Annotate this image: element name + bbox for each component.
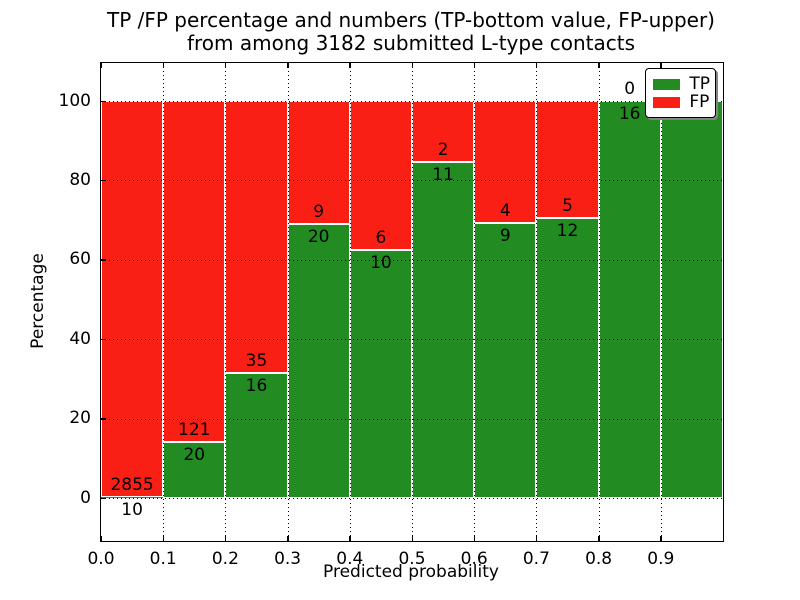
x-tick-label: 0.6: [460, 549, 488, 569]
x-axis-tick-bottom: [349, 536, 351, 541]
x-axis-tick-bottom: [660, 536, 662, 541]
annotation-tp-count: 16: [618, 104, 641, 124]
gridline-vertical: [287, 63, 289, 541]
x-tick-label: 0.2: [211, 549, 239, 569]
x-axis-tick-top: [224, 63, 227, 68]
x-tick-label: 0.7: [522, 549, 550, 569]
chart-title-line2: from among 3182 submitted L-type contact…: [186, 31, 636, 55]
legend-entry-fp: FP: [653, 92, 710, 112]
annotation-tp-count: 9: [499, 226, 511, 247]
annotation-tp-count: 20: [307, 227, 330, 248]
legend-entry-tp: TP: [653, 74, 710, 94]
annotation-tp-count: 10: [121, 499, 143, 520]
gridline-vertical: [412, 63, 413, 541]
x-axis-tick-top: [162, 63, 165, 68]
annotation-fp-count: 2: [437, 140, 449, 161]
x-axis-tick-top: [535, 63, 538, 68]
x-axis-tick-bottom: [224, 536, 227, 541]
x-axis-tick-top: [411, 63, 413, 68]
x-axis-tick-bottom: [473, 536, 476, 541]
y-tick-label: 100: [58, 90, 91, 111]
annotation-fp-count: 0: [624, 79, 636, 99]
x-axis-tick-top: [598, 63, 600, 68]
y-tick-label: 40: [69, 328, 91, 349]
bar-segment-tp: [349, 249, 412, 498]
y-axis-tick: [101, 338, 106, 341]
y-axis-tick: [101, 418, 106, 420]
x-axis-tick-top: [287, 63, 289, 68]
annotation-fp-count: 35: [245, 351, 268, 372]
x-tick-label: 0.8: [585, 549, 613, 569]
annotation-fp-count: 4: [499, 201, 511, 222]
annotation-fp-count: 5: [562, 195, 573, 216]
x-tick-label: 0.5: [398, 549, 426, 569]
x-axis-tick-top: [100, 63, 102, 68]
y-tick-label: 60: [69, 249, 91, 270]
x-axis-tick-bottom: [535, 536, 538, 541]
x-tick-label: 0.3: [274, 549, 302, 569]
bar-segment-fp: [225, 101, 288, 374]
y-axis-tick: [101, 100, 106, 102]
legend-label-tp: TP: [689, 74, 710, 94]
x-axis-tick-bottom: [287, 536, 289, 541]
annotation-tp-count: 16: [245, 376, 268, 397]
y-tick-label: 80: [69, 169, 91, 190]
bar-segment-tp: [474, 223, 537, 498]
annotation-tp-count: 20: [183, 444, 206, 465]
x-axis-tick-top: [473, 63, 476, 68]
gridline-vertical: [163, 63, 165, 541]
x-axis-tick-bottom: [100, 536, 102, 541]
gridline-vertical: [598, 63, 600, 541]
bar-segment-fp: [163, 101, 226, 442]
gridline-vertical: [225, 63, 227, 541]
legend-swatch-tp-icon: [653, 78, 681, 90]
x-tick-label: 0.4: [336, 549, 364, 569]
x-axis-tick-bottom: [162, 536, 165, 541]
y-tick-label: 0: [80, 487, 91, 508]
chart-title-line1: TP /FP percentage and numbers (TP-bottom…: [107, 8, 715, 32]
annotation-tp-count: 12: [556, 220, 579, 241]
x-axis-tick-bottom: [598, 536, 600, 541]
bar-segment-tp: [660, 101, 723, 498]
chart-title: TP /FP percentage and numbers (TP-bottom…: [100, 9, 722, 55]
bar-segment-tp: [225, 373, 288, 498]
legend-label-fp: FP: [689, 92, 710, 112]
y-axis-tick: [101, 497, 106, 499]
gridline-vertical: [536, 63, 538, 541]
x-tick-label: 0.1: [149, 549, 177, 569]
annotation-tp-count: 11: [432, 165, 454, 186]
bar-segment-tp: [287, 224, 350, 498]
y-axis-tick: [101, 259, 106, 261]
annotation-fp-count: 9: [313, 202, 325, 223]
x-axis-tick-bottom: [411, 536, 413, 541]
bar-segment-tp: [101, 496, 164, 498]
bar-segment-fp: [287, 101, 350, 225]
annotation-fp-count: 121: [178, 419, 211, 440]
bar-segment-fp: [101, 101, 164, 497]
annotation-tp-count: 10: [370, 252, 392, 273]
gridline-vertical: [349, 63, 351, 541]
x-axis-tick-top: [349, 63, 351, 68]
bar-segment-tp: [412, 162, 475, 498]
legend-swatch-fp-icon: [653, 96, 681, 108]
gridline-vertical: [474, 63, 476, 541]
x-tick-label: 0.0: [87, 549, 115, 569]
y-axis-tick: [101, 179, 106, 182]
x-axis-label: Predicted probability: [323, 562, 499, 582]
annotation-fp-count: 2855: [110, 474, 154, 495]
x-axis-tick-top: [660, 63, 662, 68]
y-tick-label: 20: [69, 408, 91, 429]
legend: TP FP: [645, 68, 716, 118]
bar-segment-tp: [598, 101, 661, 498]
x-tick-label: 0.9: [647, 549, 675, 569]
plot-area: 2855101212035169206102114951201602102040…: [59, 62, 724, 569]
annotation-fp-count: 6: [375, 227, 387, 248]
gridline-vertical: [660, 63, 662, 541]
